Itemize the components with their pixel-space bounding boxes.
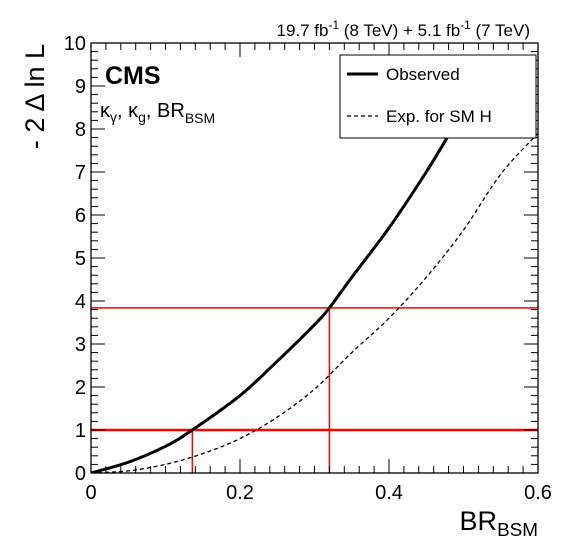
x-tick-label: 0.2 — [226, 482, 254, 504]
lumi-label: 19.7 fb-1 (8 TeV) + 5.1 fb-1 (7 TeV) — [277, 18, 531, 40]
x-tick-label: 0.6 — [524, 482, 552, 504]
x-axis-title: BRBSM — [460, 506, 538, 541]
y-tick-label: 3 — [75, 334, 86, 356]
y-tick-label: 7 — [75, 162, 86, 184]
y-tick-label: 8 — [75, 119, 86, 141]
y-axis-title: - 2 Δ ln L — [20, 44, 50, 149]
y-tick-label: 2 — [75, 377, 86, 399]
model-label: κγ, κg, BRBSM — [100, 100, 215, 126]
legend-box — [339, 54, 537, 139]
y-tick-label: 1 — [75, 420, 86, 442]
x-tick-label: 0 — [85, 482, 96, 504]
legend-expected-label: Exp. for SM H — [386, 107, 492, 126]
y-tick-label: 10 — [64, 33, 86, 55]
observed-curve — [91, 128, 454, 473]
legend-observed-label: Observed — [386, 65, 460, 84]
y-tick-label: 6 — [75, 205, 86, 227]
legend: Observed Exp. for SM H — [339, 54, 537, 139]
experiment-label: CMS — [105, 62, 161, 90]
y-tick-label: 4 — [75, 291, 86, 313]
y-tick-label: 9 — [75, 76, 86, 98]
y-tick-label: 5 — [75, 248, 86, 270]
y-tick-label: 0 — [75, 463, 86, 485]
x-tick-label: 0.4 — [375, 482, 403, 504]
expected-curve — [91, 132, 538, 473]
